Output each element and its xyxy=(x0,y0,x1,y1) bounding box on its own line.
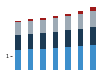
Bar xyxy=(28,34,33,49)
Bar xyxy=(53,16,58,18)
Bar xyxy=(28,19,33,21)
Bar xyxy=(65,16,71,30)
Bar xyxy=(65,47,71,70)
Bar xyxy=(53,48,58,70)
Bar xyxy=(15,21,21,22)
Bar xyxy=(78,29,83,46)
Bar xyxy=(40,20,46,33)
Bar xyxy=(15,35,21,50)
Bar xyxy=(40,18,46,20)
Bar xyxy=(90,7,96,11)
Bar xyxy=(90,11,96,27)
Bar xyxy=(40,49,46,70)
Bar xyxy=(15,50,21,70)
Bar xyxy=(28,21,33,34)
Bar xyxy=(90,45,96,70)
Bar xyxy=(65,13,71,16)
Bar xyxy=(78,11,83,14)
Bar xyxy=(78,46,83,70)
Bar xyxy=(53,32,58,48)
Bar xyxy=(78,14,83,29)
Bar xyxy=(15,22,21,35)
Bar xyxy=(65,30,71,47)
Bar xyxy=(28,49,33,70)
Bar xyxy=(90,27,96,45)
Bar xyxy=(53,18,58,32)
Bar xyxy=(40,33,46,49)
